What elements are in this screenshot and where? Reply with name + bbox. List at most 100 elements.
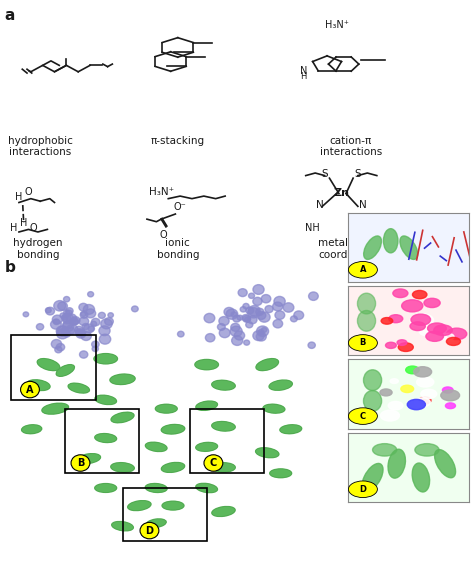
Text: D: D <box>359 485 366 494</box>
Text: HN: HN <box>350 223 365 233</box>
Circle shape <box>56 329 68 339</box>
Circle shape <box>247 308 259 318</box>
Text: C: C <box>210 458 217 468</box>
Ellipse shape <box>362 464 383 491</box>
Circle shape <box>67 314 76 323</box>
Ellipse shape <box>77 454 100 464</box>
Circle shape <box>294 311 304 320</box>
Ellipse shape <box>400 236 418 259</box>
Ellipse shape <box>111 463 134 472</box>
Circle shape <box>348 481 377 498</box>
Ellipse shape <box>357 310 375 331</box>
Ellipse shape <box>56 365 74 376</box>
Circle shape <box>85 309 96 318</box>
Circle shape <box>91 321 97 327</box>
Text: O: O <box>160 230 167 240</box>
Text: N: N <box>316 200 324 210</box>
Ellipse shape <box>161 425 185 434</box>
Text: O: O <box>29 223 37 233</box>
Circle shape <box>91 341 99 348</box>
Circle shape <box>71 455 90 471</box>
Ellipse shape <box>27 380 50 391</box>
Circle shape <box>80 312 88 319</box>
Circle shape <box>245 317 250 322</box>
Text: hydrogen
bonding: hydrogen bonding <box>13 238 63 260</box>
Text: S: S <box>355 169 361 179</box>
Text: A: A <box>360 266 366 274</box>
Circle shape <box>99 326 110 336</box>
Circle shape <box>105 317 113 325</box>
Circle shape <box>261 328 267 332</box>
Circle shape <box>273 320 283 328</box>
Circle shape <box>60 313 66 318</box>
Ellipse shape <box>42 403 69 414</box>
Circle shape <box>233 315 241 322</box>
Ellipse shape <box>162 501 184 510</box>
Circle shape <box>231 323 240 331</box>
Circle shape <box>36 324 44 330</box>
Circle shape <box>79 317 89 325</box>
Circle shape <box>442 387 453 393</box>
Circle shape <box>82 324 89 329</box>
Circle shape <box>177 331 184 337</box>
Circle shape <box>132 306 138 312</box>
Ellipse shape <box>110 374 135 385</box>
Circle shape <box>410 313 434 327</box>
Text: H₃N⁺: H₃N⁺ <box>325 20 348 30</box>
Circle shape <box>243 304 249 309</box>
Text: O: O <box>25 187 32 197</box>
Circle shape <box>256 308 264 315</box>
Circle shape <box>75 326 83 334</box>
Circle shape <box>64 331 70 337</box>
Circle shape <box>401 300 423 312</box>
Circle shape <box>63 314 74 324</box>
Circle shape <box>308 342 315 348</box>
Ellipse shape <box>95 484 117 492</box>
Bar <box>122 488 207 541</box>
Circle shape <box>243 316 251 322</box>
Circle shape <box>424 298 440 308</box>
Circle shape <box>46 307 55 315</box>
Circle shape <box>51 320 61 329</box>
Text: B: B <box>77 458 84 468</box>
Bar <box>65 409 139 473</box>
Circle shape <box>76 329 86 338</box>
Text: C: C <box>360 412 366 420</box>
Circle shape <box>419 328 433 336</box>
Text: metal-ligand
coordination: metal-ligand coordination <box>318 238 384 260</box>
Circle shape <box>81 312 86 316</box>
Circle shape <box>92 346 99 351</box>
Circle shape <box>65 310 72 316</box>
Ellipse shape <box>146 442 167 452</box>
Ellipse shape <box>94 354 118 364</box>
Circle shape <box>230 326 242 336</box>
Circle shape <box>108 313 113 317</box>
Ellipse shape <box>145 483 167 492</box>
Text: a: a <box>5 7 15 22</box>
Circle shape <box>70 317 78 325</box>
Ellipse shape <box>364 236 382 259</box>
Text: S: S <box>321 169 328 179</box>
Circle shape <box>406 366 419 374</box>
Ellipse shape <box>95 395 117 404</box>
Circle shape <box>56 343 64 351</box>
Ellipse shape <box>415 444 439 456</box>
Circle shape <box>447 338 460 346</box>
Circle shape <box>348 262 377 278</box>
Circle shape <box>53 319 60 324</box>
Circle shape <box>421 389 437 399</box>
Ellipse shape <box>388 449 405 478</box>
Circle shape <box>64 297 70 302</box>
Circle shape <box>219 328 230 338</box>
Circle shape <box>244 340 250 345</box>
Circle shape <box>417 377 434 387</box>
Ellipse shape <box>112 521 133 531</box>
Text: H: H <box>15 192 23 202</box>
Circle shape <box>264 265 274 274</box>
Circle shape <box>91 319 100 326</box>
Circle shape <box>258 312 270 322</box>
Text: H: H <box>300 73 307 81</box>
Circle shape <box>446 403 456 408</box>
Circle shape <box>442 334 454 340</box>
Circle shape <box>205 334 215 342</box>
